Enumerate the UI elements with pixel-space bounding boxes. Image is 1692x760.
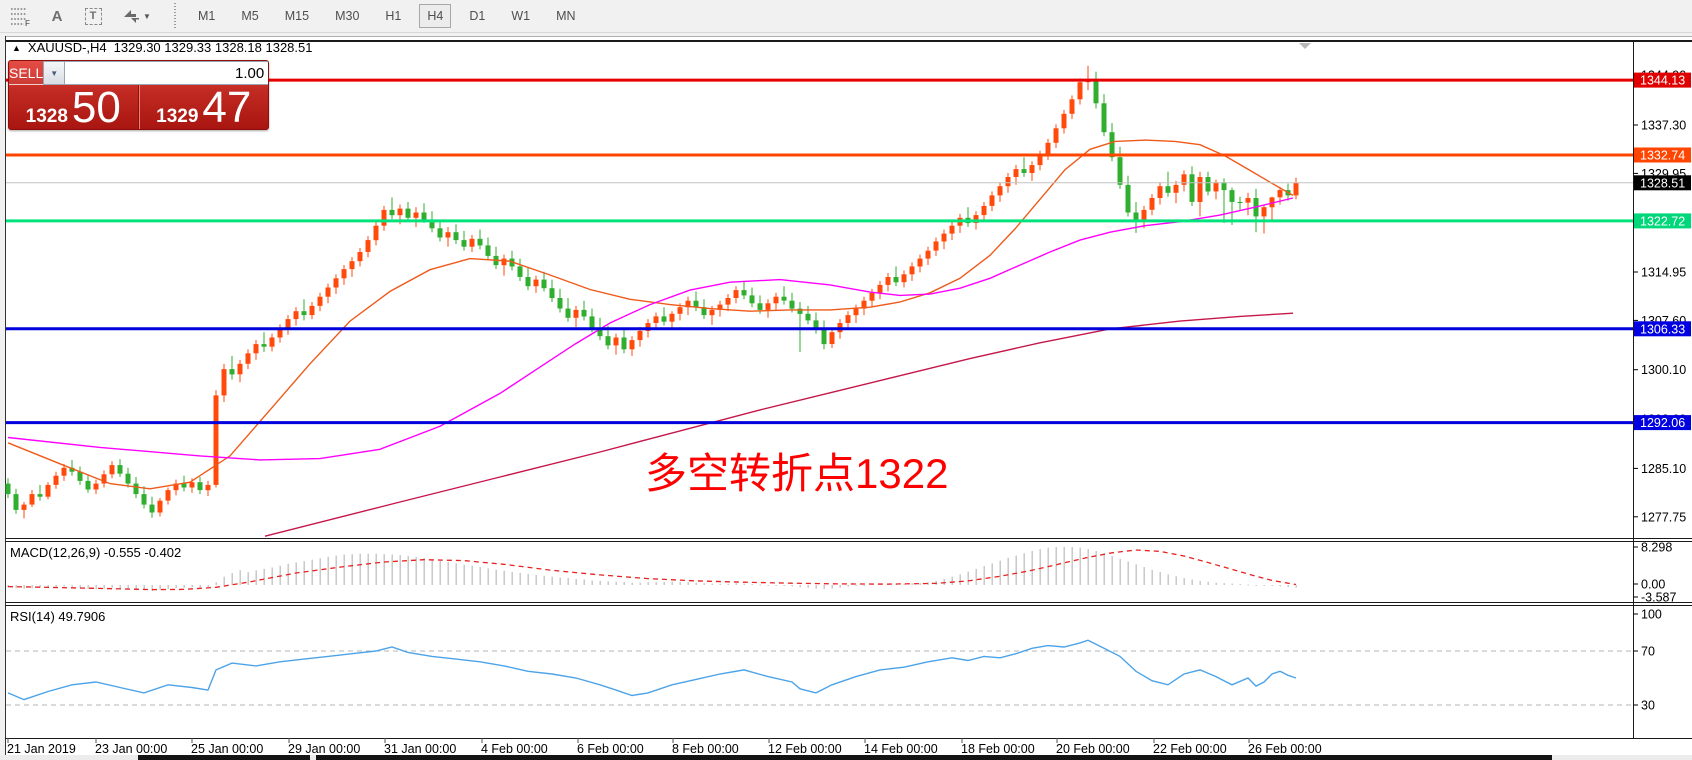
- slow-ma: [264, 312, 1294, 537]
- svg-text:23 Jan 00:00: 23 Jan 00:00: [95, 742, 167, 756]
- timeframe-group: M1 M5 M15 M30 H1 H4 D1 W1 MN: [185, 4, 589, 28]
- svg-text:26 Feb 00:00: 26 Feb 00:00: [1248, 742, 1322, 756]
- chevron-down-icon: ▼: [143, 11, 151, 21]
- svg-text:1322.72: 1322.72: [1640, 214, 1685, 228]
- sell-price[interactable]: 1328 50: [9, 85, 139, 129]
- timeframe-H4[interactable]: H4: [419, 4, 452, 28]
- bottom-edge-strip: [0, 755, 1692, 760]
- timeframe-M30[interactable]: M30: [327, 4, 367, 28]
- timeframe-W1[interactable]: W1: [503, 4, 538, 28]
- svg-text:1306.33: 1306.33: [1640, 322, 1685, 336]
- svg-text:1277.75: 1277.75: [1641, 510, 1686, 524]
- svg-text:1332.74: 1332.74: [1640, 149, 1685, 163]
- svg-text:22 Feb 00:00: 22 Feb 00:00: [1153, 742, 1227, 756]
- text-label-tool-button[interactable]: T: [78, 3, 108, 29]
- rsi-indicator-label: RSI(14) 49.7906: [10, 609, 106, 624]
- svg-text:20 Feb 00:00: 20 Feb 00:00: [1056, 742, 1130, 756]
- svg-text:0.00: 0.00: [1641, 578, 1665, 592]
- timeframe-MN[interactable]: MN: [548, 4, 583, 28]
- volume-stepper: ▼ ▲: [43, 61, 268, 85]
- ohlc-values: 1329.30 1329.33 1328.18 1328.51: [113, 40, 313, 55]
- rsi-panel: [6, 639, 1633, 706]
- triangle-up-icon: ▲: [12, 42, 21, 53]
- arrows-icon: [124, 10, 140, 23]
- chart-shift-marker[interactable]: [1299, 43, 1311, 49]
- volume-input[interactable]: [65, 61, 268, 85]
- sell-button[interactable]: SELL: [9, 61, 44, 85]
- svg-text:21 Jan 2019: 21 Jan 2019: [7, 742, 76, 756]
- fibonacci-icon: F: [11, 8, 30, 26]
- svg-text:14 Feb 00:00: 14 Feb 00:00: [864, 742, 938, 756]
- medium-ma: [7, 197, 1294, 461]
- chart-canvas[interactable]: 21 Jan 2019 23 Jan 00:00 25 Jan 00:00 29 Ja…: [5, 36, 1692, 760]
- svg-text:6 Feb 00:00: 6 Feb 00:00: [577, 742, 644, 756]
- svg-text:31 Jan 00:00: 31 Jan 00:00: [384, 742, 456, 756]
- fibonacci-tool-button[interactable]: F: [6, 3, 36, 29]
- price-scale[interactable]: 1344.901337.301329.951322.601314.951307.…: [1633, 42, 1691, 739]
- text-a-icon: A: [51, 7, 63, 25]
- svg-text:-3.587: -3.587: [1641, 591, 1676, 605]
- svg-text:25 Jan 00:00: 25 Jan 00:00: [191, 742, 263, 756]
- toolbar-separator: [172, 3, 177, 29]
- svg-text:F: F: [25, 19, 30, 26]
- rsi-line: [7, 639, 1297, 701]
- svg-text:1328.51: 1328.51: [1640, 176, 1685, 190]
- svg-text:70: 70: [1641, 645, 1655, 659]
- text-label-icon: T: [84, 7, 102, 25]
- svg-text:18 Feb 00:00: 18 Feb 00:00: [961, 742, 1035, 756]
- macd-signal-line: [7, 549, 1297, 591]
- svg-text:30: 30: [1641, 699, 1655, 713]
- symbol-name: XAUUSD-,H4: [27, 40, 107, 55]
- text-tool-button[interactable]: A: [42, 3, 72, 29]
- svg-text:1314.95: 1314.95: [1641, 266, 1686, 280]
- one-click-trade-panel: SELL ▼ ▲ BUY 1328 50 1329 47: [8, 60, 269, 130]
- timeframe-D1[interactable]: D1: [461, 4, 493, 28]
- svg-text:1292.06: 1292.06: [1640, 416, 1685, 430]
- timeframe-M15[interactable]: M15: [277, 4, 317, 28]
- macd-indicator-label: MACD(12,26,9) -0.555 -0.402: [10, 545, 182, 560]
- svg-text:4 Feb 00:00: 4 Feb 00:00: [481, 742, 548, 756]
- buy-price[interactable]: 1329 47: [138, 85, 269, 129]
- svg-text:1285.10: 1285.10: [1641, 462, 1686, 476]
- svg-text:1300.10: 1300.10: [1641, 363, 1686, 377]
- chart-window: 21 Jan 2019 23 Jan 00:00 25 Jan 00:00 29 Ja…: [5, 36, 1692, 760]
- timeframe-M1[interactable]: M1: [190, 4, 223, 28]
- svg-text:100: 100: [1641, 608, 1662, 622]
- fast-ma: [7, 139, 1294, 490]
- timeframe-M5[interactable]: M5: [233, 4, 266, 28]
- svg-text:1337.30: 1337.30: [1641, 119, 1686, 133]
- time-axis[interactable]: 21 Jan 2019 23 Jan 00:00 25 Jan 00:00 29 Ja…: [7, 738, 1322, 756]
- svg-text:8.298: 8.298: [1641, 541, 1672, 555]
- svg-text:8 Feb 00:00: 8 Feb 00:00: [672, 742, 739, 756]
- arrows-tool-button[interactable]: ▼: [114, 3, 158, 29]
- svg-text:29 Jan 00:00: 29 Jan 00:00: [288, 742, 360, 756]
- chart-text-annotation: 多空转折点1322: [645, 450, 949, 497]
- volume-decrease-button[interactable]: ▼: [43, 61, 66, 85]
- svg-text:1344.13: 1344.13: [1640, 74, 1685, 88]
- timeframe-H1[interactable]: H1: [377, 4, 409, 28]
- symbol-header: ▲ XAUUSD-,H4 1329.30 1329.33 1328.18 132…: [12, 40, 312, 55]
- top-toolbar: F A T ▼ M1 M5 M15 M30 H1 H4 D1 W1 MN: [0, 0, 1692, 33]
- svg-text:12 Feb 00:00: 12 Feb 00:00: [768, 742, 842, 756]
- macd-panel: [7, 546, 1297, 591]
